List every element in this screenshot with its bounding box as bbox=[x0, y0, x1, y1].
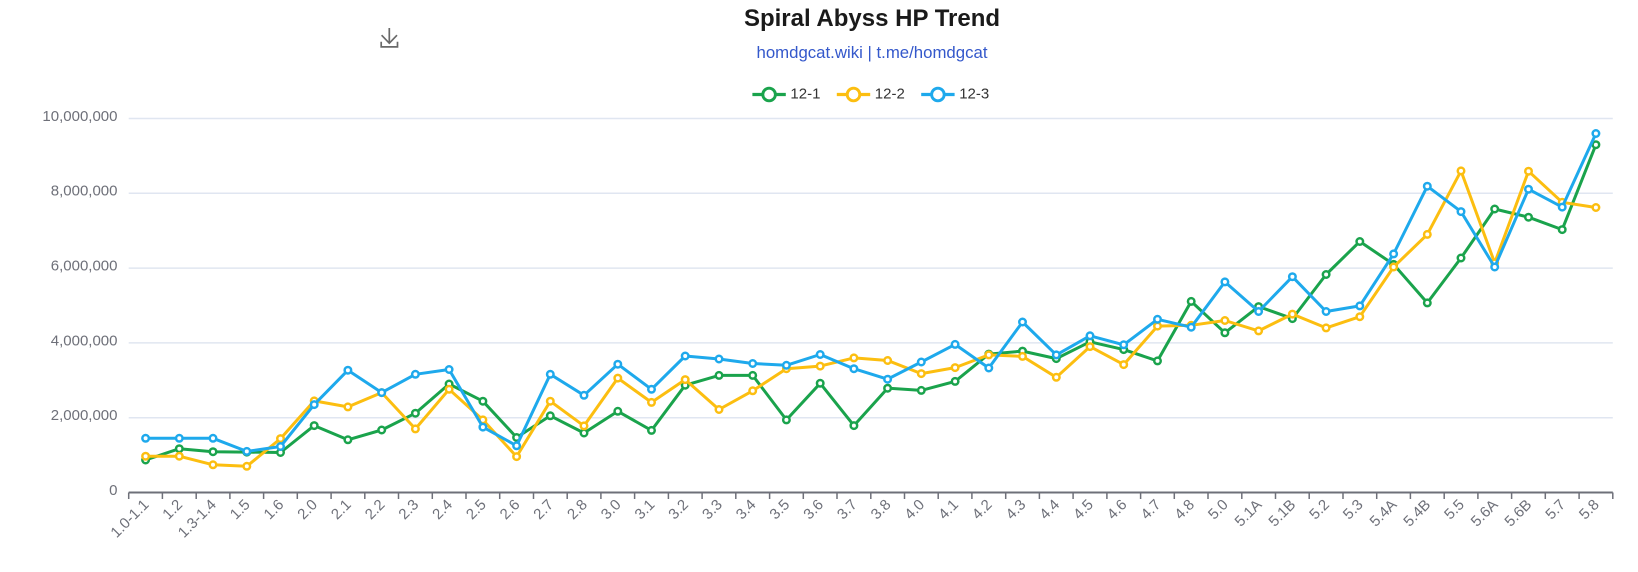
svg-text:6,000,000: 6,000,000 bbox=[51, 258, 118, 275]
svg-text:Spiral Abyss HP Trend: Spiral Abyss HP Trend bbox=[744, 5, 1000, 32]
svg-text:12-2: 12-2 bbox=[875, 86, 905, 103]
svg-text:homdgcat.wiki | t.me/homdgcat: homdgcat.wiki | t.me/homdgcat bbox=[756, 43, 987, 62]
svg-text:12-3: 12-3 bbox=[959, 86, 989, 103]
svg-text:8,000,000: 8,000,000 bbox=[51, 183, 118, 200]
svg-text:12-1: 12-1 bbox=[790, 86, 820, 103]
svg-text:4,000,000: 4,000,000 bbox=[51, 332, 118, 349]
svg-text:2,000,000: 2,000,000 bbox=[51, 407, 118, 424]
svg-text:10,000,000: 10,000,000 bbox=[42, 108, 117, 125]
svg-text:0: 0 bbox=[109, 482, 117, 499]
